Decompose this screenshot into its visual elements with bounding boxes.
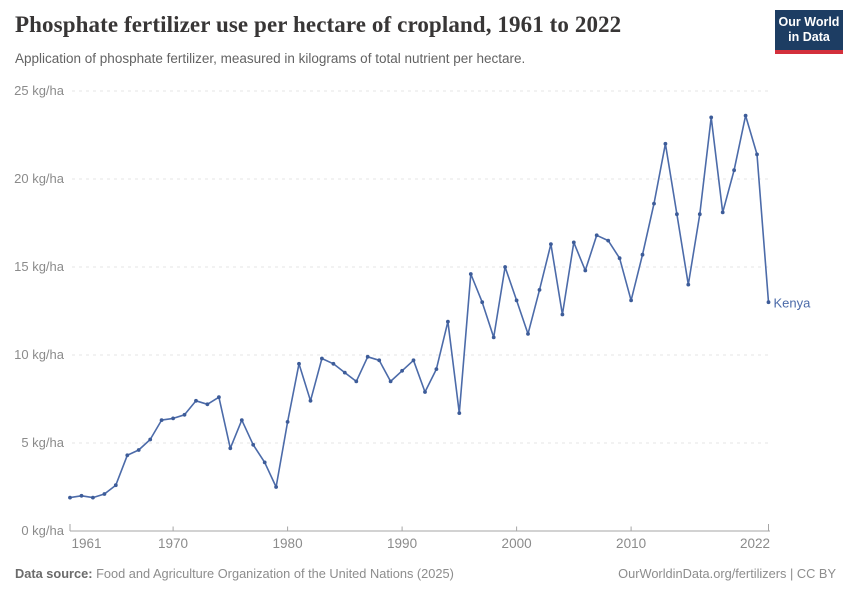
credit-note: OurWorldinData.org/fertilizers | CC BY xyxy=(618,566,836,581)
x-axis-tick-label: 2000 xyxy=(501,536,532,551)
x-axis-tick-label: 2010 xyxy=(616,536,647,551)
owid-logo[interactable]: Our World in Data xyxy=(775,10,843,54)
x-axis-tick-label: 1980 xyxy=(272,536,303,551)
credit-divider: | xyxy=(786,566,797,581)
y-axis-tick-label: 10 kg/ha xyxy=(14,347,64,363)
y-axis-tick-label: 25 kg/ha xyxy=(14,83,64,99)
data-source-value: Food and Agriculture Organization of the… xyxy=(92,566,454,581)
x-axis-tick-label: 1990 xyxy=(387,536,418,551)
license-label[interactable]: CC BY xyxy=(796,566,836,581)
series-label-kenya[interactable]: Kenya xyxy=(773,295,811,311)
footer: Data source: Food and Agriculture Organi… xyxy=(15,566,836,581)
chart-subtitle: Application of phosphate fertilizer, mea… xyxy=(15,51,526,66)
y-axis-tick-label: 15 kg/ha xyxy=(14,259,64,275)
chart-title: Phosphate fertilizer use per hectare of … xyxy=(15,12,622,37)
y-axis-tick-label: 20 kg/ha xyxy=(14,171,64,187)
y-axis-tick-label: 0 kg/ha xyxy=(21,523,64,539)
owid-logo-line1: Our World xyxy=(778,15,840,30)
x-axis-tick-label: 1970 xyxy=(158,536,189,551)
x-axis-tick-label: 1961 xyxy=(71,536,102,551)
owid-url-link[interactable]: OurWorldinData.org/fertilizers xyxy=(618,566,787,581)
data-source-label: Data source: xyxy=(15,566,93,581)
owid-logo-line2: in Data xyxy=(788,30,830,44)
data-source-note: Data source: Food and Agriculture Organi… xyxy=(15,566,454,581)
y-axis-tick-label: 5 kg/ha xyxy=(21,435,64,451)
x-axis-tick-label: 2022 xyxy=(739,536,770,551)
